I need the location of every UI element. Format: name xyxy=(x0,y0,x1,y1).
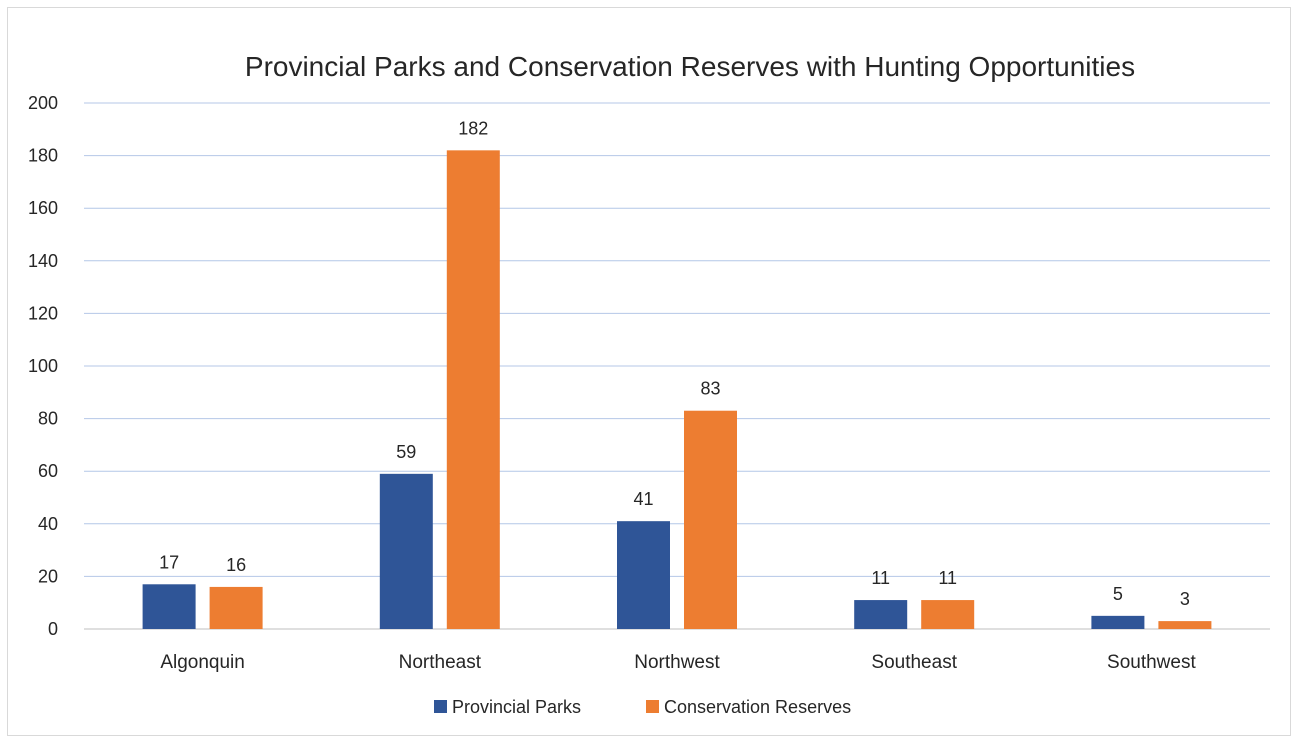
bar-provincial-parks xyxy=(1091,615,1145,629)
bars xyxy=(142,150,1212,629)
legend-swatch xyxy=(434,700,447,713)
bar-conservation-reserves xyxy=(1158,621,1212,629)
y-tick-label: 180 xyxy=(28,146,58,166)
y-tick-label: 80 xyxy=(38,409,58,429)
x-tick-label: Southwest xyxy=(1107,652,1196,673)
data-label: 41 xyxy=(633,489,653,509)
y-tick-label: 0 xyxy=(48,619,58,639)
y-tick-label: 100 xyxy=(28,356,58,376)
y-tick-label: 20 xyxy=(38,566,58,586)
data-label: 182 xyxy=(458,118,488,138)
x-tick-label: Algonquin xyxy=(160,652,245,673)
x-axis-ticks: Algonquin Northeast Northwest Southeast Sout… xyxy=(160,652,1196,673)
data-labels: 17 16 59 182 41 83 11 11 5 3 xyxy=(159,118,1190,609)
bar-provincial-parks xyxy=(854,600,908,629)
data-label: 5 xyxy=(1113,584,1123,604)
bar-provincial-parks xyxy=(379,473,433,629)
y-tick-label: 60 xyxy=(38,461,58,481)
y-tick-label: 160 xyxy=(28,198,58,218)
data-label: 83 xyxy=(700,379,720,399)
bar-conservation-reserves xyxy=(921,600,975,629)
data-label: 17 xyxy=(159,552,179,572)
legend-label: Conservation Reserves xyxy=(664,697,851,717)
y-tick-label: 40 xyxy=(38,514,58,534)
y-tick-label: 140 xyxy=(28,251,58,271)
x-tick-label: Southeast xyxy=(871,652,957,673)
bar-provincial-parks xyxy=(142,584,196,629)
data-label: 3 xyxy=(1180,589,1190,609)
y-tick-label: 120 xyxy=(28,303,58,323)
data-label: 11 xyxy=(938,568,957,588)
y-axis-ticks: 0 20 40 60 80 100 120 140 160 180 200 xyxy=(28,93,58,639)
bar-provincial-parks xyxy=(617,521,670,629)
x-tick-label: Northwest xyxy=(634,652,720,673)
gridlines xyxy=(84,102,1270,630)
x-tick-label: Northeast xyxy=(399,652,482,673)
legend-swatch xyxy=(646,700,659,713)
y-tick-label: 200 xyxy=(28,93,58,113)
bar-conservation-reserves xyxy=(209,586,263,629)
bar-conservation-reserves xyxy=(446,150,500,629)
data-label: 16 xyxy=(226,555,246,575)
chart-title: Provincial Parks and Conservation Reserv… xyxy=(245,51,1135,82)
data-label: 11 xyxy=(871,568,890,588)
bar-conservation-reserves xyxy=(684,410,737,629)
data-label: 59 xyxy=(396,442,416,462)
legend: Provincial Parks Conservation Reserves xyxy=(434,697,851,717)
legend-label: Provincial Parks xyxy=(452,697,581,717)
